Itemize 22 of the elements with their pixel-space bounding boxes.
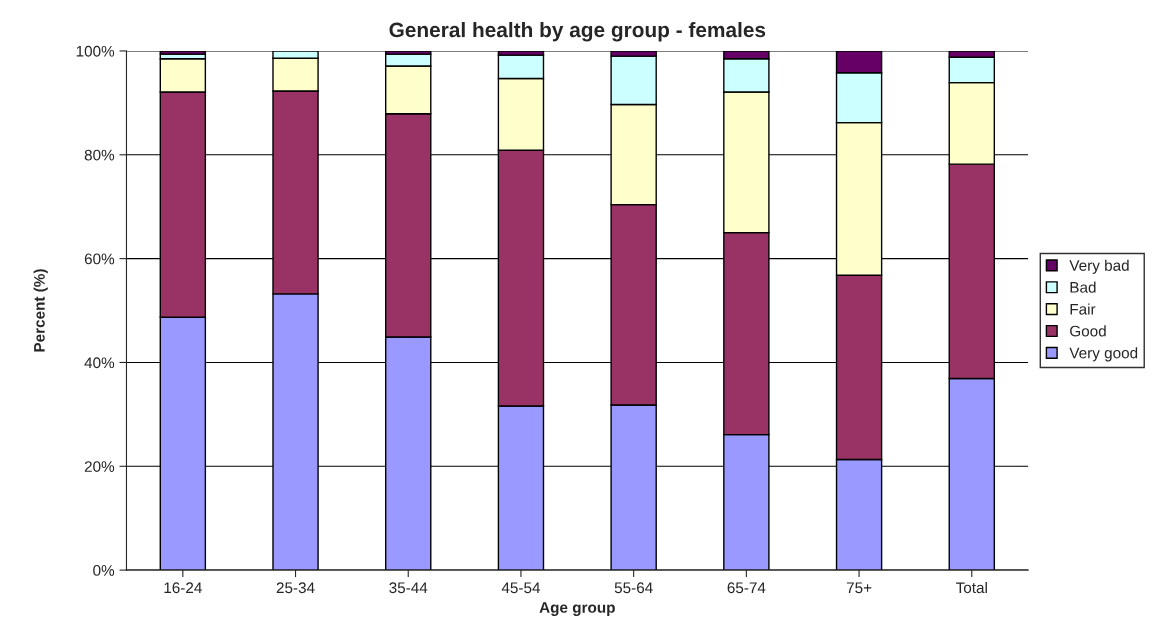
y-tick-label: 80%	[84, 149, 115, 161]
legend-label: Fair	[1070, 303, 1096, 315]
y-tick-label: 100%	[76, 45, 115, 57]
legend-label: Very bad	[1069, 259, 1129, 274]
y-tick-label: 0%	[93, 564, 115, 576]
x-tick-label: 16-24	[164, 582, 202, 594]
y-tick-label: 60%	[84, 253, 115, 265]
legend-label: Very good	[1069, 347, 1138, 362]
x-tick-label: 55-64	[614, 582, 653, 594]
x-axis-title: Age group	[539, 602, 615, 616]
x-tick-label: 75+	[846, 582, 872, 594]
y-tick-label: 40%	[84, 357, 115, 369]
y-tick-label: 20%	[84, 461, 115, 472]
chart-title: General health by age group - females	[389, 21, 766, 42]
legend-label: Good	[1070, 325, 1106, 337]
x-tick-label: Total	[956, 581, 987, 594]
legend-label: Bad	[1070, 281, 1096, 293]
x-tick-label: 25-34	[276, 582, 315, 594]
y-axis-title: Percent (%)	[33, 269, 48, 352]
x-tick-label: 35-44	[389, 582, 428, 594]
x-tick-label: 65-74	[727, 582, 766, 594]
x-tick-label: 45-54	[501, 582, 541, 594]
